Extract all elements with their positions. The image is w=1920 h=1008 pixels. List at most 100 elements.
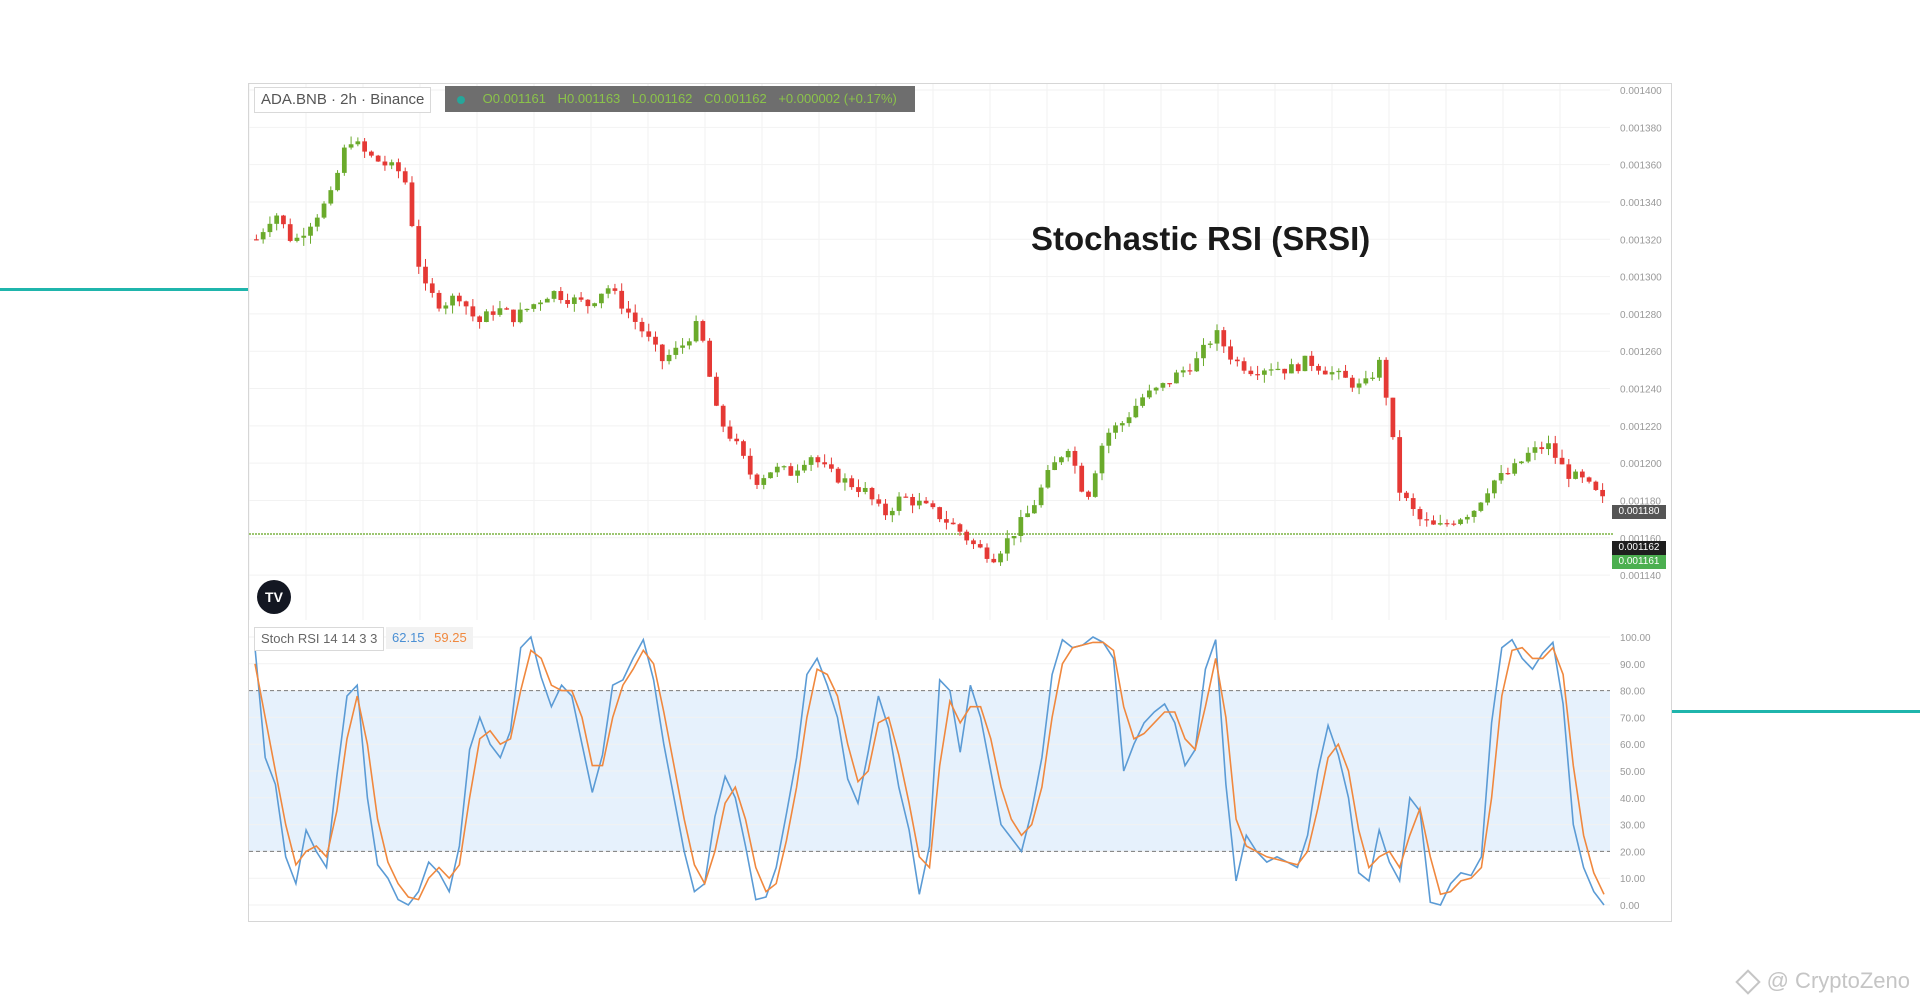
candle-body bbox=[626, 308, 631, 313]
candle-body bbox=[382, 161, 388, 166]
k-value: 62.15 bbox=[392, 630, 425, 645]
candle-body bbox=[903, 496, 909, 498]
candle-body bbox=[1431, 520, 1436, 525]
candle-body bbox=[599, 293, 604, 304]
candle-body bbox=[1539, 447, 1545, 450]
stoch-tick-label: 90.00 bbox=[1620, 660, 1645, 671]
stoch-tick-label: 40.00 bbox=[1620, 794, 1645, 805]
candle-body bbox=[321, 203, 327, 218]
candle-body bbox=[1004, 538, 1010, 554]
candle-body bbox=[1146, 390, 1152, 398]
symbol-label[interactable]: ADA.BNB · 2h · Binance bbox=[254, 87, 432, 113]
candle-body bbox=[592, 303, 598, 307]
candle-body bbox=[1302, 355, 1308, 372]
candle-body bbox=[646, 331, 652, 337]
candle-body bbox=[1464, 516, 1470, 520]
ohlc-low: L0.001162 bbox=[631, 91, 693, 106]
candle-body bbox=[1289, 364, 1294, 374]
indicator-label[interactable]: Stoch RSI 14 14 3 3 bbox=[254, 627, 385, 651]
candle-body bbox=[1234, 359, 1240, 362]
candle-body bbox=[1471, 510, 1477, 517]
candle-body bbox=[754, 474, 760, 485]
candle-body bbox=[1113, 425, 1118, 433]
candle-body bbox=[1187, 370, 1193, 372]
candle-body bbox=[1025, 513, 1030, 518]
price-tick-label: 0.001340 bbox=[1620, 198, 1662, 209]
candle-body bbox=[1106, 432, 1112, 446]
candle-body bbox=[998, 553, 1003, 563]
stoch-tick-label: 80.00 bbox=[1620, 687, 1645, 698]
candle-body bbox=[463, 301, 469, 307]
candle-body bbox=[1600, 489, 1605, 497]
candle-body bbox=[822, 462, 828, 465]
candle-body bbox=[944, 519, 949, 523]
candle-body bbox=[1221, 330, 1227, 347]
price-tick-label: 0.001160 bbox=[1620, 534, 1661, 545]
candle-body bbox=[923, 500, 929, 504]
candle-body bbox=[1458, 519, 1463, 525]
candle-body bbox=[727, 426, 733, 439]
candle-body bbox=[470, 306, 476, 317]
candle-body bbox=[801, 464, 807, 471]
candle-body bbox=[808, 457, 814, 465]
tradingview-logo-icon[interactable]: TV bbox=[257, 580, 291, 614]
ohlc-change: +0.000002 (+0.17%) bbox=[778, 91, 897, 106]
candle-body bbox=[977, 544, 983, 548]
candle-body bbox=[531, 304, 537, 309]
candle-body bbox=[1153, 387, 1159, 391]
candle-body bbox=[1451, 523, 1457, 525]
candle-body bbox=[511, 309, 516, 323]
candle-body bbox=[1092, 473, 1098, 497]
price-tag-current: 0.001161 bbox=[1612, 555, 1666, 569]
candle-body bbox=[619, 290, 625, 309]
indicator-values: 62.15 59.25 bbox=[386, 627, 473, 649]
candle-body bbox=[1065, 450, 1071, 458]
candle-body bbox=[1086, 491, 1091, 497]
candle-body bbox=[1018, 517, 1024, 536]
candle-body bbox=[396, 162, 401, 172]
candle-body bbox=[443, 305, 449, 309]
candle-body bbox=[795, 470, 800, 476]
candle-body bbox=[1383, 359, 1389, 398]
price-tick-label: 0.001180 bbox=[1620, 496, 1661, 507]
binance-logo-icon bbox=[1734, 969, 1761, 995]
candle-body bbox=[1397, 437, 1403, 493]
candle-body bbox=[1404, 492, 1409, 499]
candle-body bbox=[565, 300, 570, 304]
candle-body bbox=[714, 376, 719, 406]
candle-body bbox=[632, 312, 638, 322]
candle-body bbox=[294, 237, 300, 241]
chart-frame bbox=[248, 83, 1672, 922]
candle-body bbox=[1546, 443, 1551, 450]
price-tick-label: 0.001360 bbox=[1620, 161, 1662, 172]
candle-body bbox=[558, 291, 564, 301]
candle-body bbox=[1329, 372, 1335, 375]
overlay-title: Stochastic RSI (SRSI) bbox=[1031, 220, 1371, 257]
candle-body bbox=[1377, 359, 1382, 378]
candle-body bbox=[774, 466, 780, 473]
price-tick-label: 0.001400 bbox=[1620, 86, 1662, 97]
candle-body bbox=[1410, 498, 1416, 510]
candle-body bbox=[287, 224, 293, 241]
stoch-tick-label: 30.00 bbox=[1620, 821, 1645, 832]
candle-body bbox=[1322, 370, 1328, 375]
watermark: @ CryptoZeno bbox=[1734, 968, 1910, 995]
candle-body bbox=[260, 232, 266, 240]
candle-body bbox=[1525, 452, 1531, 462]
candle-body bbox=[1593, 481, 1599, 490]
candle-body bbox=[1079, 465, 1085, 492]
accent-line-right bbox=[1672, 710, 1920, 713]
ohlc-close: C0.001162 bbox=[704, 91, 767, 106]
candle-body bbox=[1140, 397, 1145, 406]
candle-body bbox=[1072, 450, 1078, 466]
candle-body bbox=[1505, 473, 1511, 475]
candle-body bbox=[1356, 383, 1362, 388]
candle-body bbox=[456, 295, 462, 302]
candle-body bbox=[659, 344, 665, 362]
candle-body bbox=[700, 321, 706, 341]
candle-body bbox=[653, 336, 658, 345]
candle-body bbox=[274, 215, 280, 224]
ohlc-high: H0.001163 bbox=[557, 91, 621, 106]
candle-body bbox=[1038, 487, 1044, 506]
